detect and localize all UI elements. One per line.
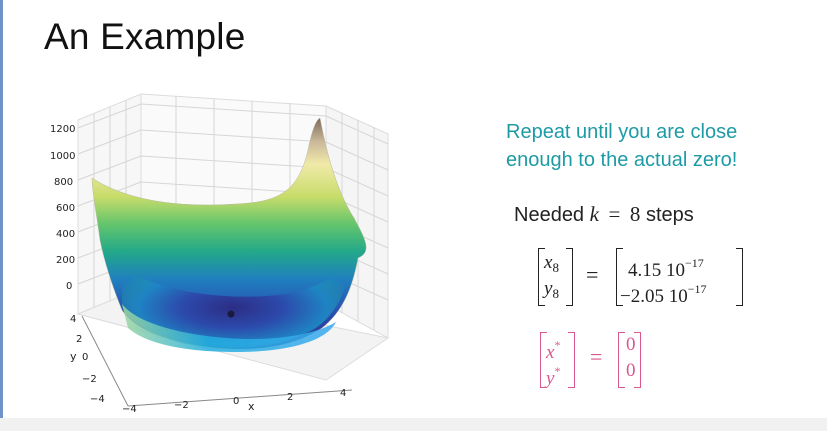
solution-vector-right-bracket — [568, 332, 575, 388]
x-tick: 0 — [233, 396, 239, 407]
x-tick: 4 — [340, 388, 346, 399]
minimum-marker — [227, 310, 235, 318]
note-line-2: enough to the actual zero! — [506, 149, 738, 171]
x-tick: −2 — [174, 400, 189, 411]
surface-plot-canvas: 1200 1000 800 600 400 200 0 4 2 0 −2 −4 … — [50, 93, 390, 415]
solution-y: y* — [546, 364, 561, 389]
solution-y-value: 0 — [626, 360, 636, 381]
y-tick: 2 — [76, 334, 82, 345]
zero-vector-left-bracket — [618, 332, 625, 388]
steps-suffix: steps — [645, 204, 694, 226]
z-tick: 400 — [56, 229, 75, 240]
steps-prefix: Needed — [514, 204, 585, 226]
iterate-equals: = — [586, 262, 599, 287]
note-line-1: Repeat until you are close — [506, 121, 738, 143]
iterate-y: y8 — [544, 278, 559, 301]
iterate-x-value: 4.15 10−17 — [628, 256, 704, 281]
solution-x-value: 0 — [626, 334, 636, 355]
slide-left-rule — [0, 0, 3, 431]
iterate-equation: x8 y8 = 4.15 10−17 −2.05 10−17 — [538, 246, 798, 310]
z-tick: 800 — [54, 177, 73, 188]
iterate-x: x8 — [544, 252, 559, 275]
y-tick: 4 — [70, 314, 76, 325]
solution-vector-left-bracket — [540, 332, 547, 388]
solution-equation: x* y* = 0 0 — [540, 330, 660, 392]
slide-title: An Example — [44, 16, 246, 57]
y-tick: −4 — [90, 394, 105, 405]
zero-vector-right-bracket — [634, 332, 641, 388]
x-axis-label: x — [248, 400, 255, 413]
iterate-y-value: −2.05 10−17 — [620, 282, 707, 307]
y-axis: 4 2 0 −2 −4 y — [70, 314, 129, 407]
steps-variable: k — [589, 202, 599, 226]
surface-plot: 1200 1000 800 600 400 200 0 4 2 0 −2 −4 … — [36, 90, 400, 420]
z-tick: 1200 — [50, 124, 75, 135]
y-tick: −2 — [82, 374, 97, 385]
convergence-note: Repeat until you are close enough to the… — [506, 118, 806, 174]
z-tick: 1000 — [50, 151, 75, 162]
solution-equals: = — [590, 344, 603, 369]
player-bottom-bar — [0, 418, 827, 431]
z-tick: 0 — [66, 281, 72, 292]
value-vector-right-bracket — [736, 248, 743, 306]
value-vector-left-bracket — [616, 248, 623, 306]
z-tick: 600 — [56, 203, 75, 214]
iterate-vector-left-bracket — [538, 248, 545, 306]
x-axis: −4 −2 0 2 4 x — [122, 388, 353, 415]
y-tick: 0 — [82, 352, 88, 363]
iterate-vector-right-bracket — [566, 248, 573, 306]
x-tick: −4 — [122, 404, 137, 415]
steps-count: 8 — [629, 202, 641, 226]
z-tick: 200 — [56, 255, 75, 266]
steps-statement: Needed k = 8 steps — [514, 202, 694, 227]
steps-equals: = — [608, 202, 621, 226]
solution-x: x* — [546, 338, 561, 363]
surface-mesh — [91, 117, 367, 352]
z-axis: 1200 1000 800 600 400 200 0 — [50, 124, 75, 292]
x-tick: 2 — [287, 392, 293, 403]
y-axis-label: y — [70, 350, 77, 363]
